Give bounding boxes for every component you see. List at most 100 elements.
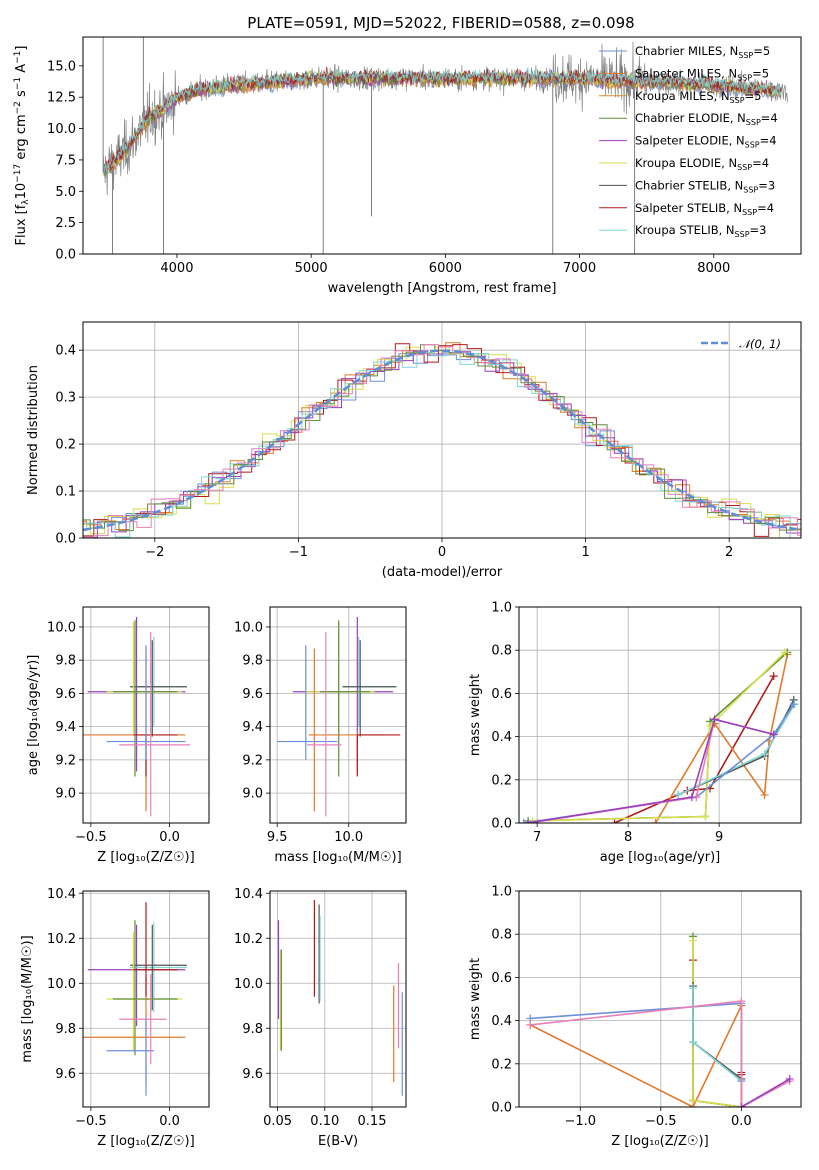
y-tick-label: 10.0 bbox=[234, 620, 263, 635]
plus-marker bbox=[737, 1103, 746, 1107]
y-tick-label: 1.0 bbox=[491, 885, 512, 900]
y-tick-label: 9.2 bbox=[242, 753, 263, 768]
legend-text: Kroupa ELODIE, N bbox=[635, 156, 737, 170]
plus-marker bbox=[689, 1096, 698, 1105]
series-line bbox=[692, 940, 742, 1107]
mw_age-frame bbox=[518, 606, 802, 824]
y-axis-label: mass weight bbox=[468, 958, 483, 1040]
y-label-part: s bbox=[14, 90, 29, 101]
y-tick-label: 9.0 bbox=[55, 787, 76, 802]
histogram-step-series bbox=[83, 352, 801, 538]
series-line bbox=[530, 1002, 743, 1082]
y-label-part: λ bbox=[21, 199, 31, 205]
legend-text: Chabrier MILES, N bbox=[635, 44, 738, 58]
plus-marker bbox=[524, 819, 533, 823]
y-tick-label: 0.4 bbox=[55, 344, 76, 359]
y-tick-label: 0.8 bbox=[491, 644, 512, 659]
y-label-part: erg cm bbox=[14, 114, 29, 163]
x-tick-label: −0.5 bbox=[645, 1114, 677, 1129]
y-axis-label: Flux [fλ10−17 erg cm−2 s−1 A−1] bbox=[13, 46, 31, 246]
series-line bbox=[740, 1078, 791, 1107]
y-tick-label: 0.6 bbox=[491, 687, 512, 702]
y-tick-label: 0.4 bbox=[491, 1014, 512, 1029]
mass_z-plot bbox=[83, 902, 187, 1096]
x-tick-label: 5000 bbox=[295, 261, 328, 276]
plus-marker bbox=[785, 1074, 794, 1083]
series-line bbox=[692, 960, 743, 1107]
legend-entry: Chabrier MILES, NSSP=5 bbox=[635, 44, 770, 60]
legend-sub: SSP bbox=[743, 185, 758, 194]
histogram-step-series bbox=[83, 344, 801, 532]
y-tick-label: 0.0 bbox=[55, 532, 76, 547]
mass_z-axes: −0.5 0.0 9.6 9.8 10.0 10.2 10.4 Z [log₁₀(Z/Z☉)]… bbox=[20, 887, 209, 1149]
histogram-plot bbox=[83, 342, 801, 538]
y-tick-label: 0.1 bbox=[55, 485, 76, 500]
legend-entry: Kroupa MILES, NSSP=5 bbox=[635, 89, 761, 105]
x-axis-label: mass [log₁₀(M/M☉)] bbox=[274, 850, 401, 865]
y-tick-label: 9.8 bbox=[242, 1022, 263, 1037]
series-line bbox=[614, 675, 775, 823]
mass_ebv-axes: 0.05 0.10 0.15 9.6 9.8 10.0 10.2 10.4 E(B-V) bbox=[234, 887, 406, 1149]
plot-layer: 4000 5000 6000 7000 80000.02.55.07.510.012.5… bbox=[13, 36, 802, 1149]
y-tick-label: 0.4 bbox=[491, 730, 512, 745]
x-axis-label: E(B-V) bbox=[318, 1134, 358, 1149]
y-tick-label: 12.5 bbox=[47, 91, 76, 106]
x-tick-label: 8000 bbox=[697, 261, 730, 276]
legend-eq: =4 bbox=[757, 201, 774, 215]
plus-marker bbox=[610, 819, 619, 823]
x-axis-label: wavelength [Angstrom, rest frame] bbox=[328, 281, 557, 296]
mw_z-plot bbox=[526, 932, 794, 1107]
y-tick-label: 9.4 bbox=[242, 720, 263, 735]
y-tick-label: 10.0 bbox=[47, 620, 76, 635]
x-tick-label: 0.10 bbox=[310, 1114, 339, 1129]
x-tick-label: 10.0 bbox=[334, 830, 363, 845]
x-axis-label: age [log₁₀(age/yr)] bbox=[600, 850, 721, 865]
mw_age-plot bbox=[519, 648, 799, 823]
series-line bbox=[532, 651, 786, 822]
model-spectrum-line bbox=[104, 67, 782, 173]
x-axis-label: Z [log₁₀(Z/Z☉)] bbox=[97, 850, 194, 865]
x-tick-label: −2 bbox=[145, 545, 164, 560]
x-axis-label: Z [log₁₀(Z/Z☉)] bbox=[97, 1134, 194, 1149]
mw_z-frame bbox=[518, 890, 802, 1108]
x-axis-label: (data-model)/error bbox=[382, 565, 503, 580]
age_mass-frame bbox=[269, 606, 407, 824]
gaussian-curve bbox=[83, 349, 801, 532]
plus-marker bbox=[701, 812, 710, 821]
legend-eq: =3 bbox=[758, 178, 775, 192]
y-axis-label: Normed distribution bbox=[26, 365, 41, 495]
y-tick-label: 9.4 bbox=[55, 720, 76, 735]
plus-marker bbox=[780, 648, 789, 657]
y-tick-label: 10.0 bbox=[234, 977, 263, 992]
y-axis-label: age [log₁₀(age/yr)] bbox=[26, 655, 41, 776]
x-tick-label: 0.0 bbox=[159, 830, 180, 845]
legend-eq: =3 bbox=[750, 223, 767, 237]
legend-sub: SSP bbox=[738, 51, 753, 60]
y-tick-label: 10.2 bbox=[47, 932, 76, 947]
age_mass-axes: 9.5 10.0 9.0 9.2 9.4 9.6 9.8 10.0 mass [log₁₀(M/… bbox=[234, 607, 406, 865]
legend-eq: =5 bbox=[753, 44, 770, 58]
y-tick-label: 10.0 bbox=[47, 977, 76, 992]
plus-marker bbox=[760, 749, 769, 758]
y-tick-label: 7.5 bbox=[55, 153, 76, 168]
y-label-part: A bbox=[14, 64, 29, 77]
mass_ebv-frame bbox=[269, 890, 407, 1108]
y-tick-label: 0.2 bbox=[491, 1057, 512, 1072]
age_mass-plot bbox=[277, 616, 401, 817]
mw_age-axes: 7 8 9 0.0 0.2 0.4 0.6 0.8 1.0 age [log₁₀(age/yr)]… bbox=[468, 601, 801, 865]
legend-text: Kroupa STELIB, N bbox=[635, 223, 735, 237]
legend-eq: =4 bbox=[752, 156, 769, 170]
y-tick-label: 2.5 bbox=[55, 216, 76, 231]
series-line bbox=[530, 1000, 791, 1107]
legend-entry: Kroupa ELODIE, NSSP=4 bbox=[635, 156, 769, 172]
y-tick-label: 0.8 bbox=[491, 928, 512, 943]
y-tick-label: 9.8 bbox=[242, 654, 263, 669]
legend-sub: SSP bbox=[737, 163, 752, 172]
x-tick-label: 0.0 bbox=[731, 1114, 752, 1129]
y-tick-label: 9.8 bbox=[55, 654, 76, 669]
spectrum-plot bbox=[102, 37, 788, 254]
legend-eq: =4 bbox=[761, 111, 778, 125]
legend-eq: =5 bbox=[752, 66, 769, 80]
legend-entry: Chabrier STELIB, NSSP=3 bbox=[635, 178, 775, 194]
